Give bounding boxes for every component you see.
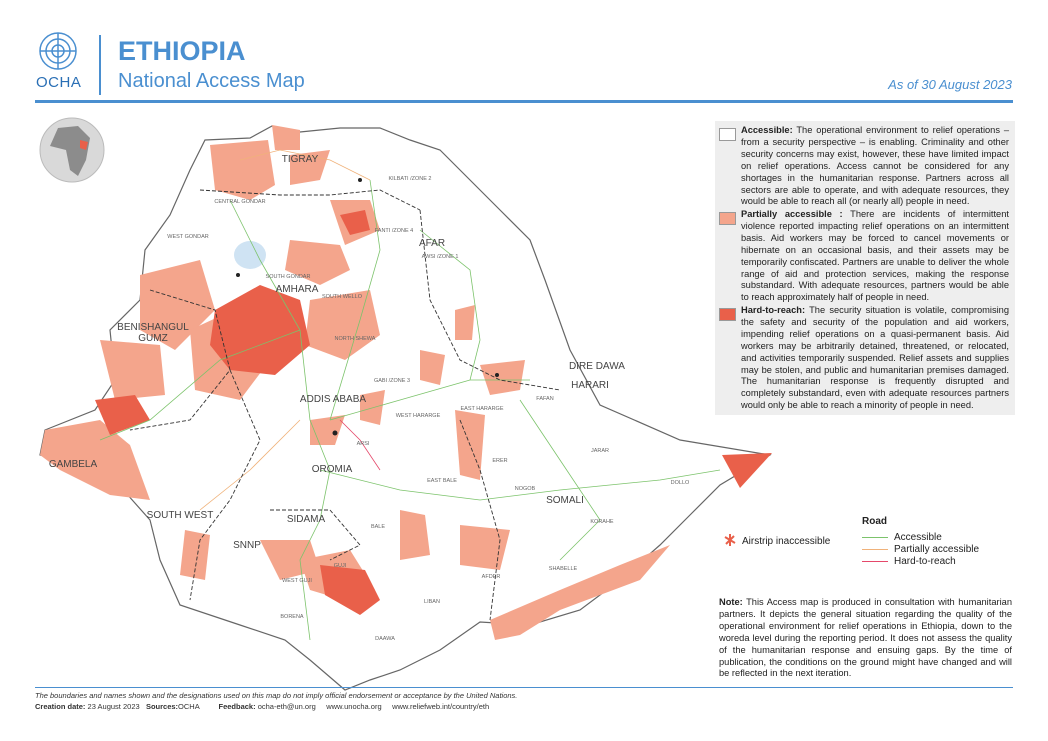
- region-label: BENISHANGUL: [117, 322, 189, 333]
- zone-label: BORENA: [280, 614, 304, 620]
- zone-label: BALE: [371, 524, 385, 530]
- zone-label: ERER: [492, 458, 507, 464]
- road-legend-title: Road: [862, 516, 887, 527]
- zone-label: WEST GONDAR: [167, 234, 208, 240]
- zone-label: JARAR: [591, 448, 609, 454]
- zone-label: LIBAN: [424, 599, 440, 605]
- zone-label: EAST HARARGE: [461, 406, 504, 412]
- zone-label: FAFAN: [536, 396, 553, 402]
- legend-swatch: [719, 128, 736, 141]
- note-label: Note:: [719, 597, 743, 607]
- sources-label: Sources:: [145, 702, 179, 711]
- road-legend-item: Partially accessible: [862, 544, 979, 555]
- title: ETHIOPIA: [118, 36, 246, 66]
- zone-label: WEST HARARGE: [396, 413, 441, 419]
- region-label: AFAR: [419, 238, 445, 249]
- zone-label: GABI /ZONE 3: [374, 378, 410, 384]
- zone-label: NOGOB: [515, 486, 536, 492]
- road-label: Partially accessible: [894, 544, 980, 555]
- region-label: SNNP: [233, 540, 261, 551]
- region-label: SOUTH WEST: [147, 510, 214, 521]
- road-legend-item: Hard-to-reach: [862, 556, 956, 567]
- footer-rule: [35, 687, 1013, 688]
- region-label: AMHARA: [276, 284, 319, 295]
- note: Note: This Access map is produced in con…: [719, 597, 1012, 680]
- locator-globe: [39, 117, 105, 183]
- legend-swatch: [719, 308, 736, 321]
- creation-date: 23 August 2023: [87, 702, 140, 711]
- zone-label: KILBATI /ZONE 2: [389, 176, 432, 182]
- region-label: SOMALI: [546, 495, 584, 506]
- cities: [236, 178, 499, 436]
- legend-text: The operational environment to relief op…: [741, 125, 1010, 207]
- road-legend-item: Accessible: [862, 532, 942, 543]
- region-label: DIRE DAWA: [569, 361, 625, 372]
- zone-label: SOUTH GONDAR: [266, 274, 311, 280]
- legend-label: Hard-to-reach:: [741, 305, 806, 315]
- zone-label: DAAWA: [375, 636, 395, 642]
- region-label: SIDAMA: [287, 514, 326, 525]
- hard-areas: [95, 210, 772, 615]
- zone-label: EAST BALE: [427, 478, 457, 484]
- region-label: ADDIS ABABA: [300, 394, 366, 405]
- zone-label: AWSI /ZONE 1: [422, 254, 459, 260]
- legend-text: The security situation is volatile, comp…: [741, 305, 1009, 411]
- footer: Creation date: 23 August 2023 Sources:OC…: [35, 702, 489, 711]
- region-label: HARARI: [571, 380, 609, 391]
- zone-label: SOUTH WELLO: [322, 294, 363, 300]
- country-outline: [39, 125, 772, 691]
- lake-tana: [234, 241, 266, 269]
- creation-label: Creation date:: [35, 702, 86, 711]
- feedback-label: Feedback:: [218, 702, 256, 711]
- airstrip-label: Airstrip inaccessible: [742, 536, 831, 547]
- road-label: Hard-to-reach: [894, 556, 956, 567]
- legend: Accessible: The operational environment …: [715, 121, 1015, 415]
- feedback[interactable]: ocha-eth@un.org: [257, 702, 316, 711]
- zone-label: SHABELLE: [549, 566, 578, 572]
- zone-label: CENTRAL GONDAR: [214, 199, 265, 205]
- region-boundaries: [129, 189, 561, 621]
- header-rule: [35, 100, 1013, 103]
- un-emblem: [39, 32, 77, 70]
- note-text: This Access map is produced in consultat…: [719, 597, 1012, 679]
- legend-text: There are incidents of intermittent viol…: [741, 209, 1009, 303]
- sources: OCHA: [178, 702, 200, 711]
- road-label: Accessible: [894, 532, 942, 543]
- region-label: GUMZ: [138, 333, 167, 344]
- airstrip-icon: [724, 534, 736, 546]
- region-label: TIGRAY: [282, 154, 319, 165]
- zone-label: ARSI: [357, 441, 370, 447]
- legend-item: Accessible: The operational environment …: [719, 125, 1009, 208]
- zone-label: KORAHE: [590, 519, 614, 525]
- subtitle: National Access Map: [118, 70, 305, 92]
- zone-label: FANTI /ZONE 4: [375, 228, 414, 234]
- zone-label: AFDER: [482, 574, 501, 580]
- region-label: OROMIA: [312, 464, 353, 475]
- org-name: OCHA: [36, 74, 82, 91]
- region-label: GAMBELA: [49, 459, 98, 470]
- legend-swatch: [719, 212, 736, 225]
- legend-label: Accessible:: [741, 125, 793, 135]
- zone-label: GUJI: [334, 563, 347, 569]
- date: As of 30 August 2023: [888, 77, 1012, 92]
- zone-label: WEST GUJI: [282, 578, 312, 584]
- disclaimer: The boundaries and names shown and the d…: [35, 691, 518, 700]
- zone-label: NORTH SHEWA: [335, 336, 376, 342]
- zone-label: DOLLO: [671, 480, 690, 486]
- roads: [99, 149, 721, 641]
- legend-label: Partially accessible :: [741, 209, 843, 219]
- header-divider: [99, 35, 101, 95]
- link[interactable]: www.unocha.org: [326, 702, 382, 711]
- legend-item: Hard-to-reach: The security situation is…: [719, 305, 1009, 412]
- legend-item: Partially accessible : There are inciden…: [719, 209, 1009, 304]
- link[interactable]: www.reliefweb.int/country/eth: [392, 702, 490, 711]
